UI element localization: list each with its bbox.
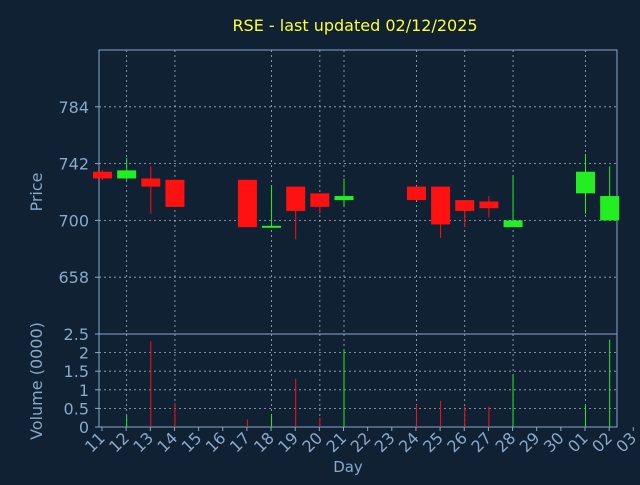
candle-body <box>406 186 426 201</box>
volume-tick-label: 2.5 <box>64 325 89 344</box>
candle <box>310 193 330 214</box>
volume-tick-label: 1.5 <box>64 362 89 381</box>
price-tick-label: 742 <box>58 155 89 174</box>
volume-panel-frame <box>98 333 618 428</box>
volume-axis-label: Volume (0000) <box>27 322 46 440</box>
candle-body <box>165 179 185 207</box>
candle-body <box>431 186 451 225</box>
x-ticks: 1112131415161718192021222324252627282930… <box>81 427 640 456</box>
volume-grid <box>99 334 617 427</box>
candle-body <box>576 171 595 194</box>
candle-body <box>310 193 330 207</box>
candle <box>117 158 137 180</box>
candle-body <box>141 178 161 187</box>
candle-body <box>503 220 523 228</box>
candle <box>431 186 451 238</box>
candle-body <box>93 171 112 179</box>
candle-body <box>117 170 137 179</box>
price-tick-label: 658 <box>58 268 89 287</box>
candle <box>237 179 257 228</box>
candle <box>600 166 620 221</box>
chart-title: RSE - last updated 02/12/2025 <box>232 16 477 35</box>
volume-bars <box>126 339 611 427</box>
price-axis-label: Price <box>27 172 46 211</box>
volume-y-ticks: 00.511.522.5 <box>64 325 99 437</box>
candle <box>503 175 523 228</box>
x-axis-label: Day <box>333 458 363 476</box>
price-tick-label: 700 <box>58 211 89 230</box>
candle <box>406 186 426 201</box>
candle <box>262 185 282 228</box>
candle-body <box>237 179 257 228</box>
candle <box>165 179 185 207</box>
volume-tick-label: 2 <box>79 344 89 363</box>
price-tick-label: 784 <box>58 98 89 117</box>
candle <box>455 200 475 228</box>
candle <box>93 170 112 180</box>
candle <box>286 186 306 240</box>
candle <box>334 178 354 207</box>
candle-body <box>600 196 620 221</box>
candle <box>479 196 499 218</box>
candle-body <box>455 200 475 211</box>
candle-body <box>479 201 499 209</box>
candle <box>576 154 595 214</box>
candles <box>93 154 620 240</box>
volume-tick-label: 0 <box>79 418 89 437</box>
volume-tick-label: 1 <box>79 381 89 400</box>
volume-tick-label: 0.5 <box>64 399 89 418</box>
candle-body <box>334 196 354 201</box>
x-tick-label: 03 <box>612 428 640 456</box>
price-y-ticks: 658 700 742 784 <box>58 98 99 287</box>
candle <box>141 166 161 214</box>
candle-body <box>262 225 282 228</box>
candle-body <box>286 186 306 211</box>
